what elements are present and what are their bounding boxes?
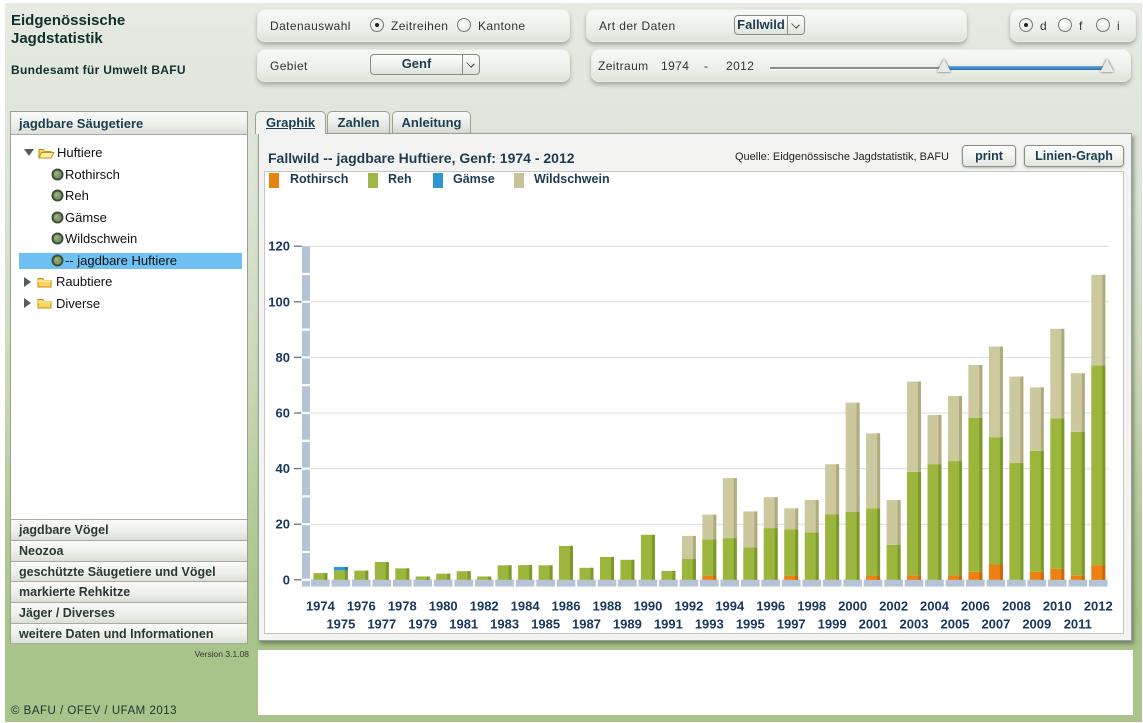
svg-text:2007: 2007 xyxy=(981,617,1010,632)
svg-text:1977: 1977 xyxy=(367,617,396,632)
svg-text:1983: 1983 xyxy=(490,617,519,632)
svg-text:2000: 2000 xyxy=(838,599,867,614)
svg-text:2002: 2002 xyxy=(879,599,908,614)
svg-text:1991: 1991 xyxy=(654,617,683,632)
svg-text:1996: 1996 xyxy=(756,599,785,614)
svg-text:120: 120 xyxy=(268,239,290,254)
svg-text:2003: 2003 xyxy=(900,617,929,632)
svg-text:1990: 1990 xyxy=(633,599,662,614)
svg-text:20: 20 xyxy=(276,517,290,532)
svg-text:2005: 2005 xyxy=(941,617,970,632)
svg-text:1986: 1986 xyxy=(552,599,581,614)
svg-text:1993: 1993 xyxy=(695,617,724,632)
svg-text:100: 100 xyxy=(268,294,290,309)
svg-text:1995: 1995 xyxy=(736,617,765,632)
svg-text:1999: 1999 xyxy=(818,617,847,632)
svg-text:1980: 1980 xyxy=(429,599,458,614)
svg-text:2004: 2004 xyxy=(920,599,950,614)
svg-text:1987: 1987 xyxy=(572,617,601,632)
svg-text:1997: 1997 xyxy=(777,617,806,632)
svg-text:1974: 1974 xyxy=(306,599,336,614)
svg-text:2006: 2006 xyxy=(961,599,990,614)
svg-text:80: 80 xyxy=(276,350,290,365)
svg-text:2009: 2009 xyxy=(1022,617,1051,632)
svg-text:2012: 2012 xyxy=(1084,599,1113,614)
svg-text:2001: 2001 xyxy=(859,617,888,632)
svg-text:1992: 1992 xyxy=(674,599,703,614)
svg-text:2008: 2008 xyxy=(1002,599,1031,614)
svg-text:2010: 2010 xyxy=(1043,599,1072,614)
svg-text:1981: 1981 xyxy=(449,617,478,632)
svg-text:1998: 1998 xyxy=(797,599,826,614)
svg-text:0: 0 xyxy=(283,572,290,587)
svg-text:1988: 1988 xyxy=(593,599,622,614)
svg-text:1982: 1982 xyxy=(470,599,499,614)
svg-text:1994: 1994 xyxy=(715,599,745,614)
svg-text:1985: 1985 xyxy=(531,617,560,632)
svg-text:1979: 1979 xyxy=(408,617,437,632)
svg-text:1978: 1978 xyxy=(388,599,417,614)
svg-text:1976: 1976 xyxy=(347,599,376,614)
svg-text:1989: 1989 xyxy=(613,617,642,632)
svg-text:1975: 1975 xyxy=(326,617,355,632)
svg-text:1984: 1984 xyxy=(511,599,541,614)
svg-text:60: 60 xyxy=(276,406,290,421)
svg-text:40: 40 xyxy=(276,461,290,476)
svg-text:2011: 2011 xyxy=(1064,617,1092,632)
